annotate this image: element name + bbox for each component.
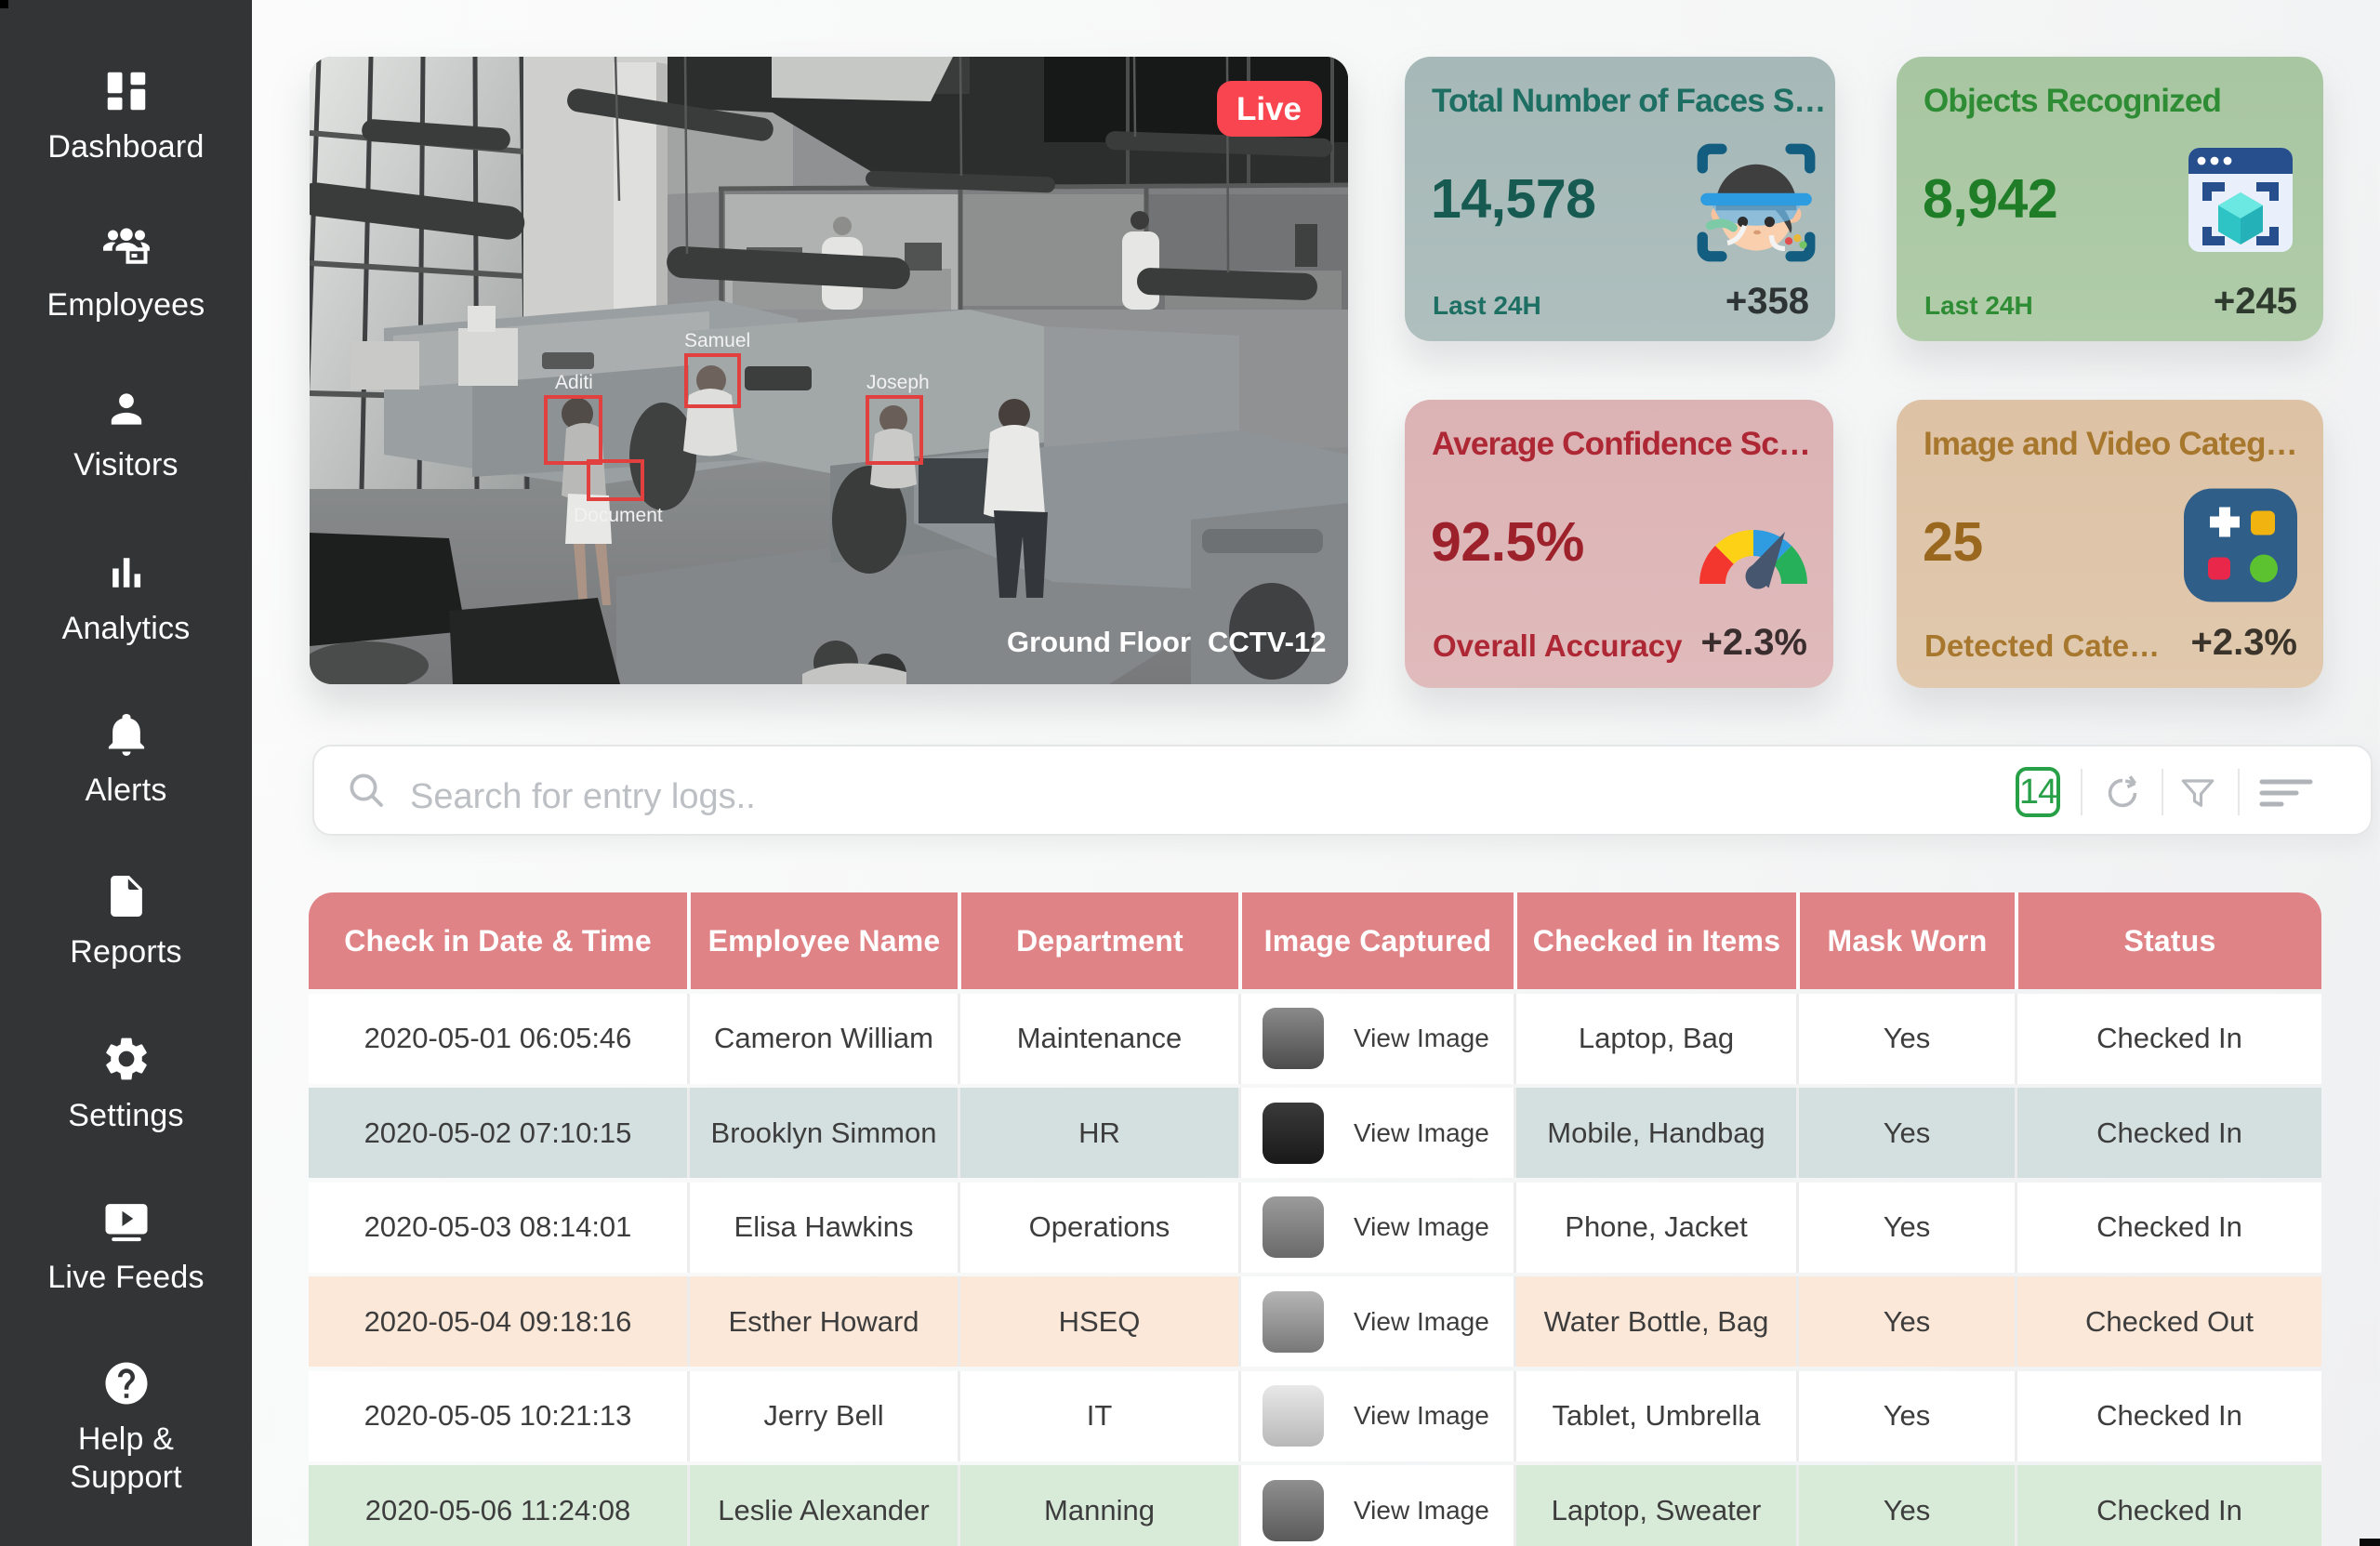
svg-text:CCTV-12: CCTV-12 bbox=[1208, 626, 1326, 658]
svg-text:Ground Floor: Ground Floor bbox=[1007, 626, 1191, 658]
svg-text:Aditi: Aditi bbox=[555, 372, 593, 393]
svg-text:Samuel: Samuel bbox=[684, 330, 750, 351]
svg-text:Joseph: Joseph bbox=[866, 372, 930, 393]
svg-text:Live: Live bbox=[1236, 91, 1302, 127]
svg-text:Document: Document bbox=[574, 505, 663, 526]
